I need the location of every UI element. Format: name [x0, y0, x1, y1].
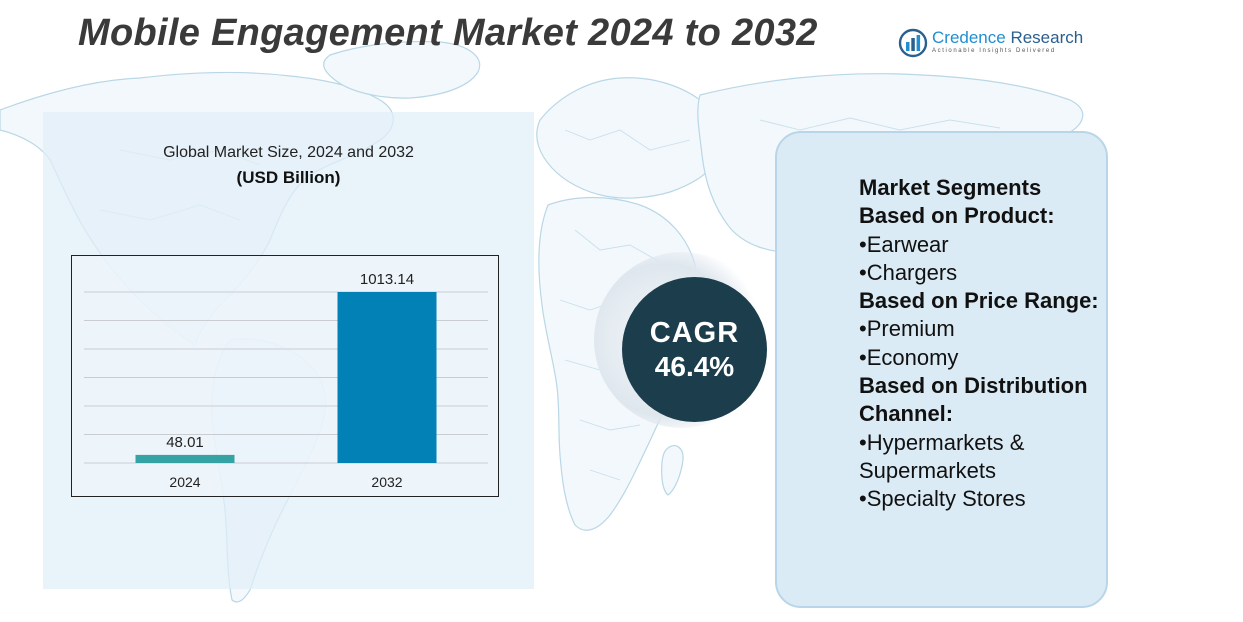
segment-heading: Based on Distribution Channel:	[859, 373, 1088, 427]
bar-chart-frame: 48.01 2024 1013.14 2032	[71, 255, 499, 497]
bar-2032	[337, 292, 437, 463]
bar-chart-circle-icon	[898, 28, 928, 58]
segment-heading: Market Segments	[859, 175, 1042, 200]
segment-heading: Based on Price Range:	[859, 288, 1099, 314]
logo-name: Credence Research	[932, 28, 1083, 48]
bar-chart: 48.01 2024 1013.14 2032	[84, 271, 488, 490]
logo-name-part1: Credence	[932, 28, 1006, 47]
logo-name-part2: Research	[1005, 28, 1084, 47]
company-logo: Credence Research Actionable Insights De…	[898, 28, 1098, 60]
segment-item: •Hypermarkets & Supermarkets	[859, 429, 1025, 483]
bar-2024	[135, 454, 235, 463]
map-madagascar	[661, 445, 684, 496]
chart-panel: Global Market Size, 2024 and 2032 (USD B…	[43, 112, 534, 589]
cagr-badge: CAGR 46.4%	[622, 277, 767, 422]
bar-value-label: 48.01	[166, 434, 204, 451]
logo-tagline: Actionable Insights Delivered	[932, 48, 1056, 54]
chart-subtitle: (USD Billion)	[236, 168, 341, 187]
segment-item: •Specialty Stores	[859, 486, 1026, 512]
map-greenland	[323, 40, 481, 99]
segment-item: •Earwear	[859, 231, 949, 257]
category-tick-label: 2032	[371, 474, 402, 490]
chart-title: Global Market Size, 2024 and 2032	[163, 144, 414, 161]
map-europe	[536, 77, 724, 199]
segment-heading: Based on Product:	[859, 203, 1055, 229]
cagr-value: 46.4%	[654, 351, 735, 382]
segment-item: •Premium	[859, 316, 955, 342]
cagr-label: CAGR	[649, 317, 740, 349]
category-tick-label: 2024	[169, 474, 200, 490]
bar-value-label: 1013.14	[360, 271, 414, 288]
segment-item: •Chargers	[859, 259, 958, 285]
segments-list: Market Segments Based on Product: •Earwear…	[859, 174, 1109, 514]
page-title: Mobile Engagement Market 2024 to 2032	[78, 12, 818, 54]
segment-item: •Economy	[859, 344, 959, 370]
market-segments-panel: Market Segments Based on Product: •Earwear…	[775, 131, 1108, 608]
